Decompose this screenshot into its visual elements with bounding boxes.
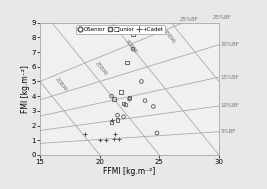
Point [121,102,126,105]
Point [121,115,126,118]
Point [109,118,114,121]
Text: 5%BF: 5%BF [221,129,236,134]
Text: 35BMI: 35BMI [162,28,176,45]
Point [109,95,114,98]
Point [112,137,116,140]
Text: 25BMI: 25BMI [94,61,108,77]
Point [112,98,116,101]
X-axis label: FFMI [kg.m⁻²]: FFMI [kg.m⁻²] [103,167,156,176]
Point [124,104,128,107]
Point [119,90,123,93]
Point [125,61,129,64]
Point [139,80,144,83]
Point [109,121,114,124]
Legend: OSenior, □Junior, +Cadet: OSenior, □Junior, +Cadet [76,26,165,34]
Text: 10%BF: 10%BF [221,104,239,108]
Point [143,99,147,102]
Text: 15%BF: 15%BF [221,75,239,80]
Point [131,33,135,36]
Y-axis label: FMI [kg.m⁻²]: FMI [kg.m⁻²] [21,65,30,113]
Text: 20BMI: 20BMI [54,77,69,93]
Point [115,118,120,121]
Point [127,96,132,99]
Point [104,139,108,142]
Point [97,139,102,142]
Text: 25%BF: 25%BF [213,15,232,20]
Text: 30BMI: 30BMI [124,39,138,55]
Point [115,114,120,117]
Point [113,133,117,136]
Point [127,98,132,101]
Point [83,133,88,136]
Point [117,137,121,140]
Point [151,105,155,108]
Point [155,131,159,134]
Point [131,48,135,51]
Text: 25%BF: 25%BF [180,17,198,22]
Text: 20%BF: 20%BF [221,42,239,47]
